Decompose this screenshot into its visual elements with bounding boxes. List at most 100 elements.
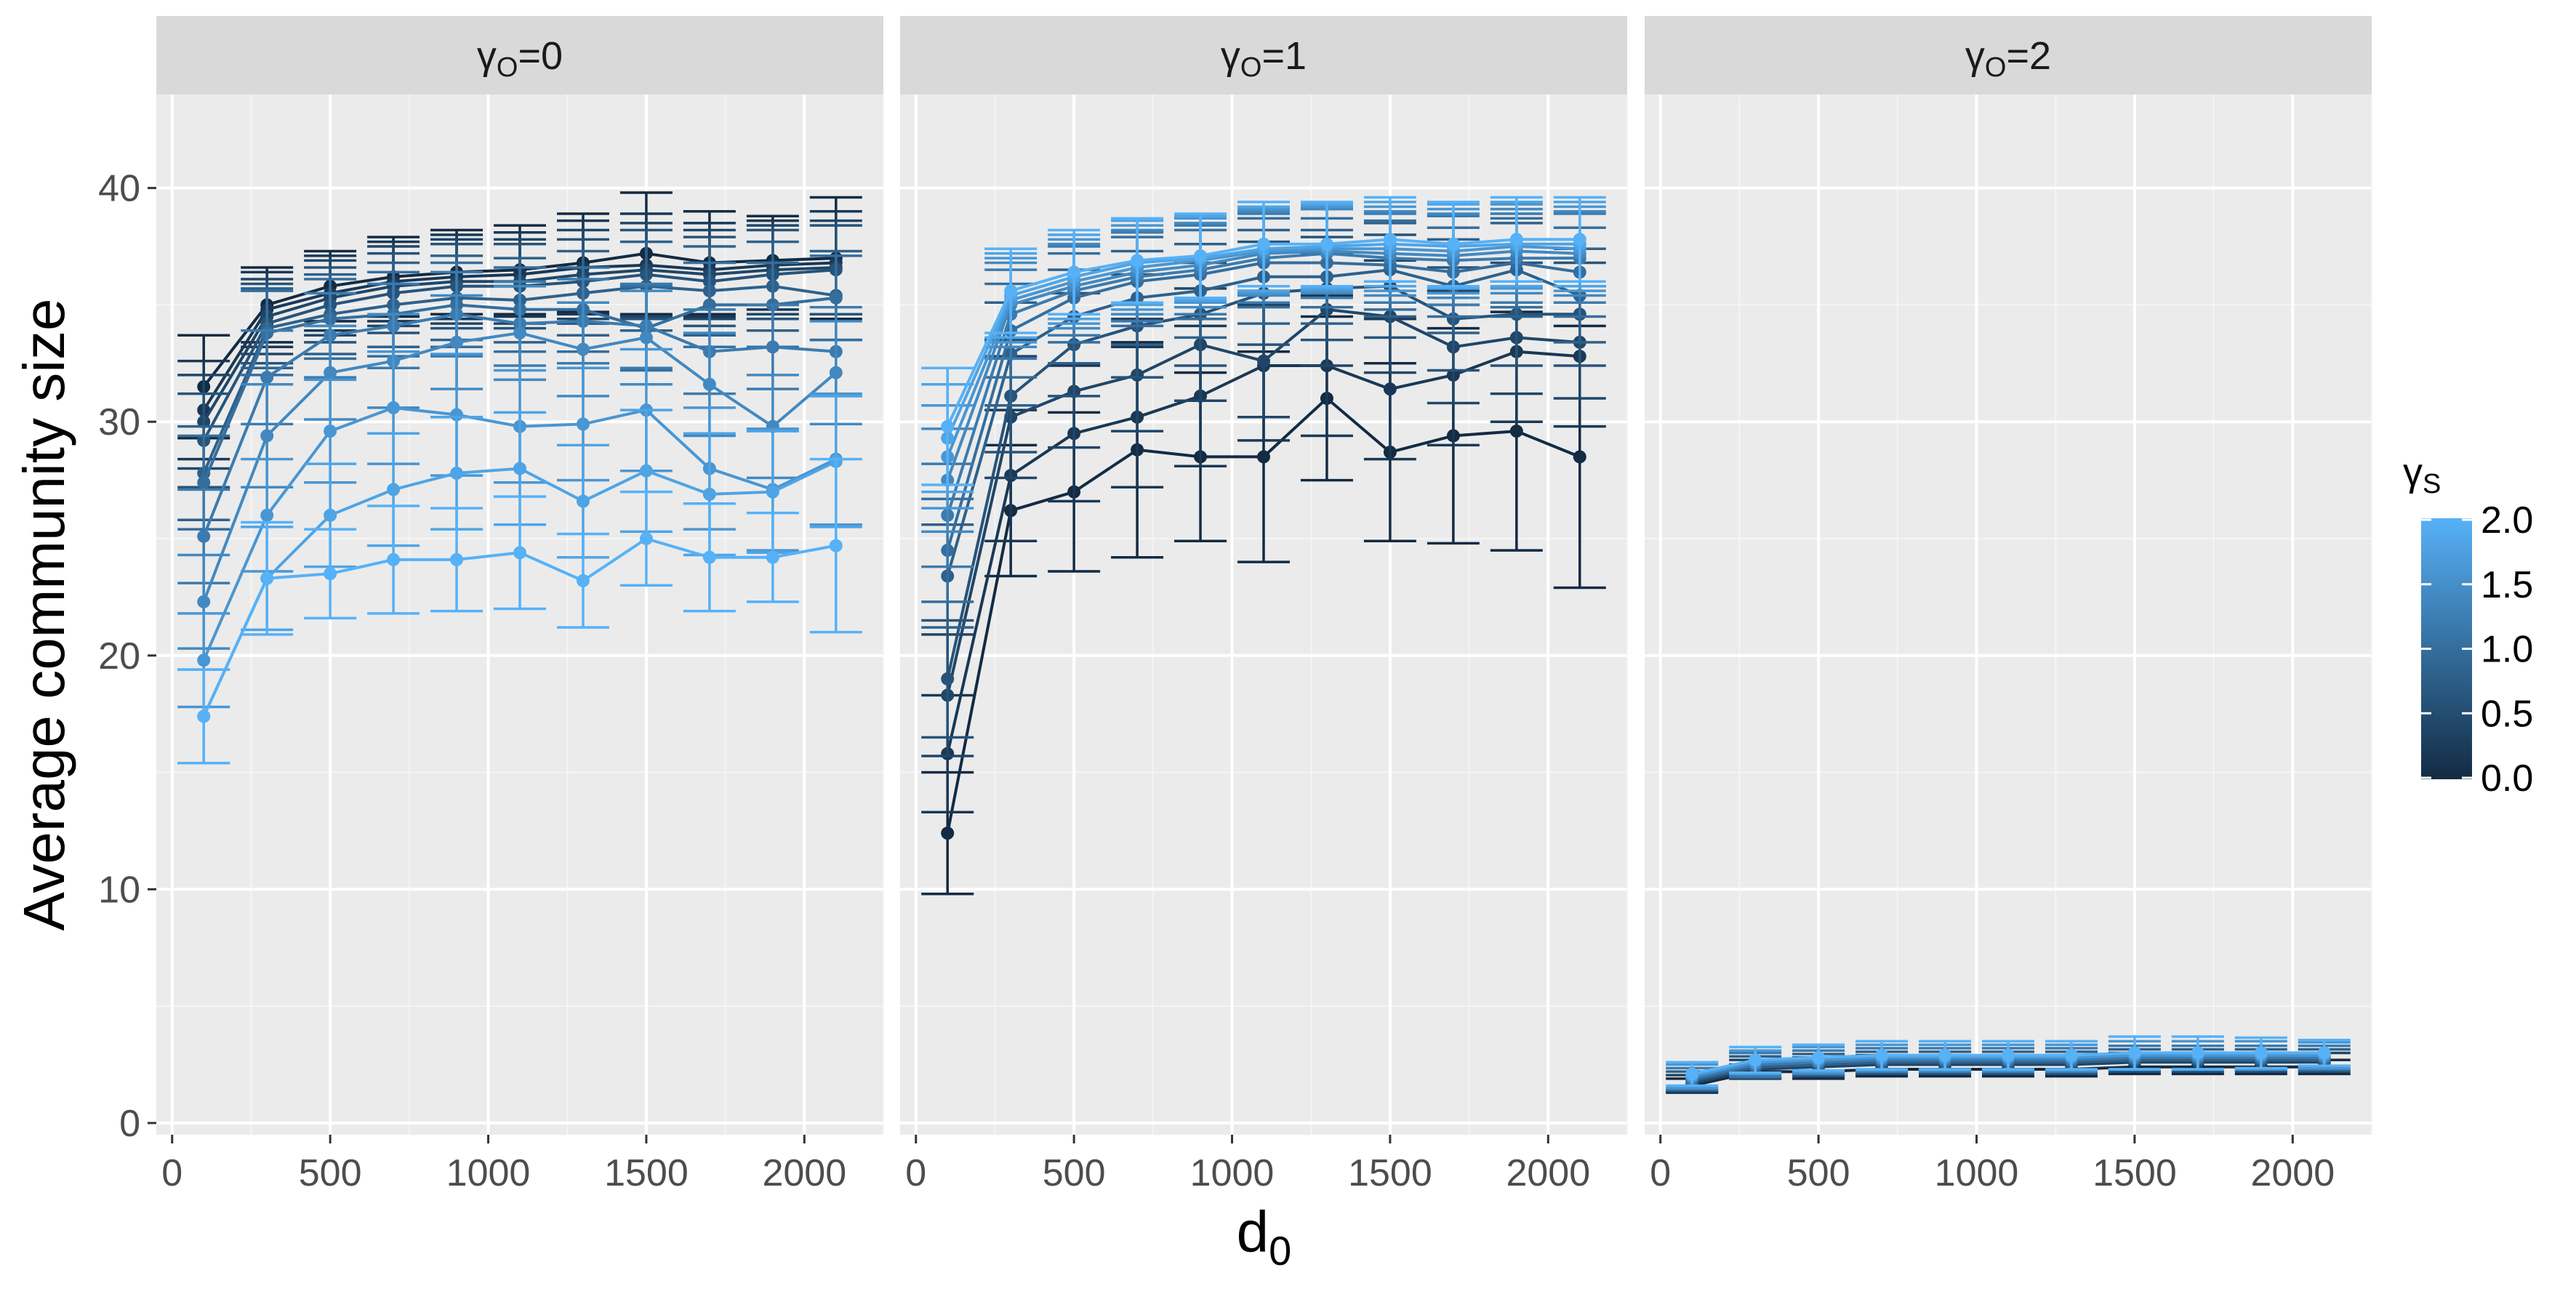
data-point	[324, 366, 337, 379]
data-point	[639, 531, 653, 545]
data-point	[2317, 1046, 2331, 1060]
data-point	[450, 335, 464, 349]
data-point	[829, 291, 843, 305]
data-point	[1749, 1053, 1762, 1067]
legend-tick-label: 0.0	[2481, 757, 2533, 800]
x-tick-label: 1500	[604, 1152, 689, 1194]
data-point	[639, 464, 653, 478]
data-point	[576, 574, 590, 587]
y-tick-label: 0	[119, 1103, 140, 1145]
facet-strip	[1645, 16, 2372, 94]
y-tick-label: 30	[98, 401, 140, 443]
data-point	[2064, 1048, 2078, 1062]
x-tick-label: 1000	[446, 1152, 531, 1194]
data-point	[2254, 1046, 2268, 1060]
x-tick-label: 0	[1650, 1152, 1671, 1194]
facet-panel-0: γO=0 0 500 1000 1500 2000	[156, 16, 884, 1194]
data-point	[1383, 233, 1397, 246]
x-tick-label: 2000	[762, 1152, 846, 1194]
data-point	[197, 475, 211, 489]
legend-tick-label: 2.0	[2481, 499, 2533, 542]
data-point	[639, 331, 653, 345]
series-gamma-s-2	[1666, 1035, 2351, 1087]
data-point	[260, 571, 274, 585]
data-point	[1131, 254, 1144, 268]
data-point	[513, 326, 526, 340]
data-point	[829, 366, 843, 379]
x-tick-label: 0	[905, 1152, 926, 1194]
data-point	[1004, 284, 1018, 298]
data-point	[513, 462, 526, 475]
data-point	[1320, 237, 1333, 251]
x-tick-label: 500	[1787, 1152, 1850, 1194]
data-point	[2002, 1048, 2015, 1062]
y-tick-label: 20	[98, 635, 140, 677]
data-point	[260, 508, 274, 522]
x-tick-label: 0	[161, 1152, 182, 1194]
data-point	[324, 508, 337, 522]
facet-strip	[156, 16, 883, 94]
data-point	[260, 371, 274, 385]
data-point	[387, 483, 401, 496]
data-point	[1573, 450, 1586, 464]
y-axis-title: Average community size	[12, 299, 76, 931]
data-point	[702, 487, 716, 501]
data-point	[1938, 1048, 1952, 1062]
data-point	[1509, 425, 1523, 438]
x-tick-label: 2000	[1506, 1152, 1590, 1194]
facet-panel-1: γO=1 0 500 1000 1500 2000	[900, 16, 1628, 1194]
data-point	[387, 552, 401, 566]
data-point	[1812, 1050, 1826, 1064]
data-point	[387, 401, 401, 414]
x-tick-label: 1500	[1348, 1152, 1432, 1194]
data-point	[1383, 382, 1397, 396]
data-point	[1446, 237, 1460, 251]
facet-label: γO=0	[477, 34, 563, 83]
data-point	[941, 672, 955, 685]
data-point	[2191, 1046, 2204, 1060]
series-gamma-s-2	[921, 196, 1606, 486]
data-point	[576, 417, 590, 431]
data-point	[513, 546, 526, 560]
data-point	[1685, 1067, 1699, 1081]
x-tick-label: 500	[1043, 1152, 1106, 1194]
data-point	[197, 595, 211, 608]
data-point	[197, 653, 211, 667]
data-point	[766, 340, 779, 354]
data-point	[450, 552, 464, 566]
series-gamma-s-2	[177, 457, 862, 765]
data-point	[766, 550, 779, 564]
data-point	[941, 827, 955, 840]
x-tick-label: 1000	[1935, 1152, 2019, 1194]
y-tick-label: 10	[98, 869, 140, 911]
data-point	[576, 342, 590, 356]
x-tick-label: 1500	[2093, 1152, 2177, 1194]
legend-title: γS	[2403, 451, 2441, 499]
legend-tick-label: 1.0	[2481, 629, 2533, 671]
legend-tick-label: 0.5	[2481, 693, 2533, 735]
x-tick-label: 500	[299, 1152, 362, 1194]
data-point	[1257, 354, 1270, 368]
data-point	[576, 494, 590, 508]
data-point	[260, 429, 274, 443]
data-point	[1573, 233, 1586, 246]
data-point	[1067, 265, 1081, 279]
data-point	[702, 550, 716, 564]
data-point	[1257, 450, 1270, 464]
data-point	[1257, 237, 1270, 251]
data-point	[941, 419, 955, 433]
y-tick-label: 40	[98, 168, 140, 210]
data-point	[450, 466, 464, 480]
data-point	[324, 567, 337, 581]
x-tick-label: 1000	[1190, 1152, 1275, 1194]
data-point	[702, 298, 716, 312]
facet-label: γO=2	[1965, 34, 2051, 83]
data-point	[1194, 249, 1208, 262]
data-point	[766, 485, 779, 499]
data-point	[197, 529, 211, 543]
legend-tick-label: 1.5	[2481, 564, 2533, 606]
data-point	[702, 377, 716, 391]
facet-panel-2: γO=2 0 500 1000 1500 2000	[1645, 16, 2372, 1194]
data-point	[829, 539, 843, 552]
